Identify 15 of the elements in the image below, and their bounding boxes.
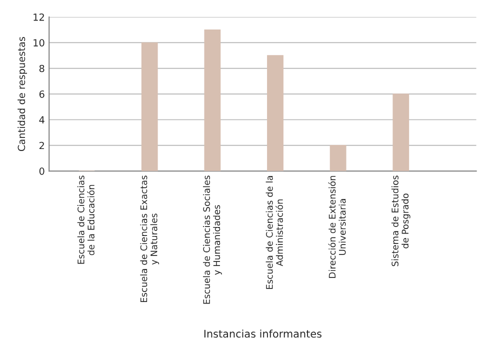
- y-tick-label: 4: [39, 116, 44, 124]
- x-tick-label: Escuela de Ciencias Sociales y Humanidades: [203, 176, 222, 304]
- y-tick-label: 6: [39, 90, 44, 98]
- x-tick-label: Escuela de Ciencias de la Administración: [266, 176, 283, 289]
- y-axis-title: Cantidad de respuestas: [18, 36, 28, 152]
- x-axis-title: Instancias informantes: [204, 330, 322, 338]
- y-tick-label: 12: [34, 13, 44, 21]
- y-tick-label: 2: [39, 142, 44, 150]
- y-tick-label: 0: [39, 168, 44, 175]
- x-tick-label: Escuela de Ciencias de la Educación: [77, 176, 94, 264]
- x-tick-label: Escuela de Ciencias Exactas y Naturales: [140, 176, 160, 302]
- x-tick-label: Sistema de Estudios de Posgrado: [391, 176, 410, 266]
- y-tick-label: 8: [39, 64, 44, 72]
- x-tick-label: Dirección de Extensión Universitaria: [328, 176, 346, 278]
- y-tick-label: 10: [34, 39, 44, 46]
